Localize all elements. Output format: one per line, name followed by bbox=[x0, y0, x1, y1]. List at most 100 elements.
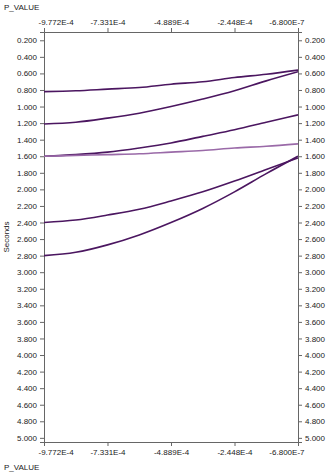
tick: 2.600 bbox=[298, 235, 326, 244]
tick-label: 5.000 bbox=[305, 434, 326, 443]
tick-label: -6.800E-7 bbox=[269, 18, 305, 27]
tick-label: 1.200 bbox=[305, 119, 326, 128]
axis-title: P_VALUE bbox=[4, 463, 39, 472]
tick: -9.772E-4 bbox=[39, 18, 75, 32]
axis-title: P_VALUE bbox=[4, 3, 39, 12]
tick-mark bbox=[298, 421, 302, 422]
tick-mark bbox=[40, 90, 44, 91]
tick-label: 2.200 bbox=[17, 202, 38, 211]
tick: 4.200 bbox=[298, 368, 326, 377]
tick: 0.600 bbox=[17, 69, 44, 78]
tick-mark bbox=[40, 256, 44, 257]
tick: -6.800E-7 bbox=[269, 18, 305, 32]
tick: 2.600 bbox=[17, 235, 44, 244]
tick-mark bbox=[298, 156, 302, 157]
axis-line bbox=[299, 33, 303, 443]
tick-mark bbox=[298, 123, 302, 124]
tick-label: 3.800 bbox=[17, 335, 38, 344]
tick-mark bbox=[298, 272, 302, 273]
tick-label: 4.200 bbox=[305, 368, 326, 377]
plot-background bbox=[44, 32, 298, 442]
tick-label: 4.400 bbox=[17, 384, 38, 393]
tick-label: -2.448E-4 bbox=[217, 448, 253, 457]
axis-line bbox=[40, 33, 45, 443]
axis-line bbox=[45, 443, 299, 447]
tick-label: 0.400 bbox=[305, 53, 326, 62]
tick: 1.600 bbox=[298, 152, 326, 161]
tick: 1.400 bbox=[298, 136, 326, 145]
tick-mark bbox=[40, 289, 44, 290]
tick: 5.000 bbox=[298, 434, 326, 443]
tick-label: 1.000 bbox=[305, 103, 326, 112]
tick-label: 1.800 bbox=[17, 169, 38, 178]
tick-label: 5.000 bbox=[17, 434, 38, 443]
tick-mark bbox=[40, 123, 44, 124]
event-line bbox=[44, 156, 298, 255]
tick-label: 2.000 bbox=[17, 185, 38, 194]
tick: -7.331E-4 bbox=[90, 442, 126, 457]
tick-mark bbox=[298, 405, 302, 406]
tick-mark bbox=[40, 405, 44, 406]
tick: 2.800 bbox=[17, 252, 44, 261]
tick-mark bbox=[298, 173, 302, 174]
tick-mark bbox=[298, 438, 302, 439]
tick: 0.800 bbox=[298, 86, 326, 95]
tick: -4.889E-4 bbox=[154, 442, 190, 457]
event-line bbox=[44, 144, 298, 156]
tick-mark bbox=[40, 338, 44, 339]
tick: -4.889E-4 bbox=[154, 18, 190, 32]
tick-mark bbox=[298, 206, 302, 207]
tick-mark bbox=[40, 388, 44, 389]
tick-label: 3.600 bbox=[305, 318, 326, 327]
tick-mark bbox=[40, 140, 44, 141]
tick: 3.800 bbox=[17, 335, 44, 344]
tick-label: 3.400 bbox=[305, 301, 326, 310]
tick-mark bbox=[40, 189, 44, 190]
tick: 4.000 bbox=[298, 351, 326, 360]
tick-mark bbox=[298, 305, 302, 306]
tick: 1.200 bbox=[17, 119, 44, 128]
tick-label: 1.800 bbox=[305, 169, 326, 178]
tick-mark bbox=[298, 239, 302, 240]
tick: 4.000 bbox=[17, 351, 44, 360]
tick-label: 2.200 bbox=[305, 202, 326, 211]
tick-label: 2.600 bbox=[305, 235, 326, 244]
tick: 4.400 bbox=[298, 384, 326, 393]
tick-label: -7.331E-4 bbox=[90, 18, 126, 27]
series-group bbox=[44, 70, 298, 256]
tick-mark bbox=[40, 322, 44, 323]
tick: 0.400 bbox=[298, 53, 326, 62]
tick-label: 2.000 bbox=[305, 185, 326, 194]
tick: 1.400 bbox=[17, 136, 44, 145]
tick-mark bbox=[298, 28, 299, 32]
tick-mark bbox=[44, 442, 45, 446]
tick: 0.400 bbox=[17, 53, 44, 62]
tick: 3.200 bbox=[17, 285, 44, 294]
tick: 2.000 bbox=[17, 185, 44, 194]
tick-mark bbox=[298, 338, 302, 339]
tick: -2.448E-4 bbox=[217, 442, 253, 457]
event-line bbox=[44, 158, 298, 223]
tick-label: -7.331E-4 bbox=[90, 448, 126, 457]
tick-label: 2.400 bbox=[17, 219, 38, 228]
tick-mark bbox=[235, 442, 236, 446]
tick: 2.200 bbox=[17, 202, 44, 211]
tick: 3.600 bbox=[17, 318, 44, 327]
tick: 1.800 bbox=[17, 169, 44, 178]
tick: 3.400 bbox=[298, 301, 326, 310]
tick-label: 0.600 bbox=[17, 69, 38, 78]
tick: 4.600 bbox=[298, 401, 326, 410]
tick: 4.400 bbox=[17, 384, 44, 393]
tick: 0.200 bbox=[17, 36, 44, 45]
tick: -7.331E-4 bbox=[90, 18, 126, 32]
tick-mark bbox=[40, 107, 44, 108]
tick-mark bbox=[298, 256, 302, 257]
tick: 2.400 bbox=[298, 219, 326, 228]
tick-label: 3.200 bbox=[305, 285, 326, 294]
tick-label: 0.800 bbox=[17, 86, 38, 95]
axis: 0.2000.4000.6000.8001.0001.2001.4001.600… bbox=[298, 33, 326, 443]
tick: -9.772E-4 bbox=[39, 442, 75, 457]
tick-mark bbox=[298, 322, 302, 323]
axis-title: Seconds bbox=[2, 221, 11, 252]
tick: 3.000 bbox=[298, 268, 326, 277]
